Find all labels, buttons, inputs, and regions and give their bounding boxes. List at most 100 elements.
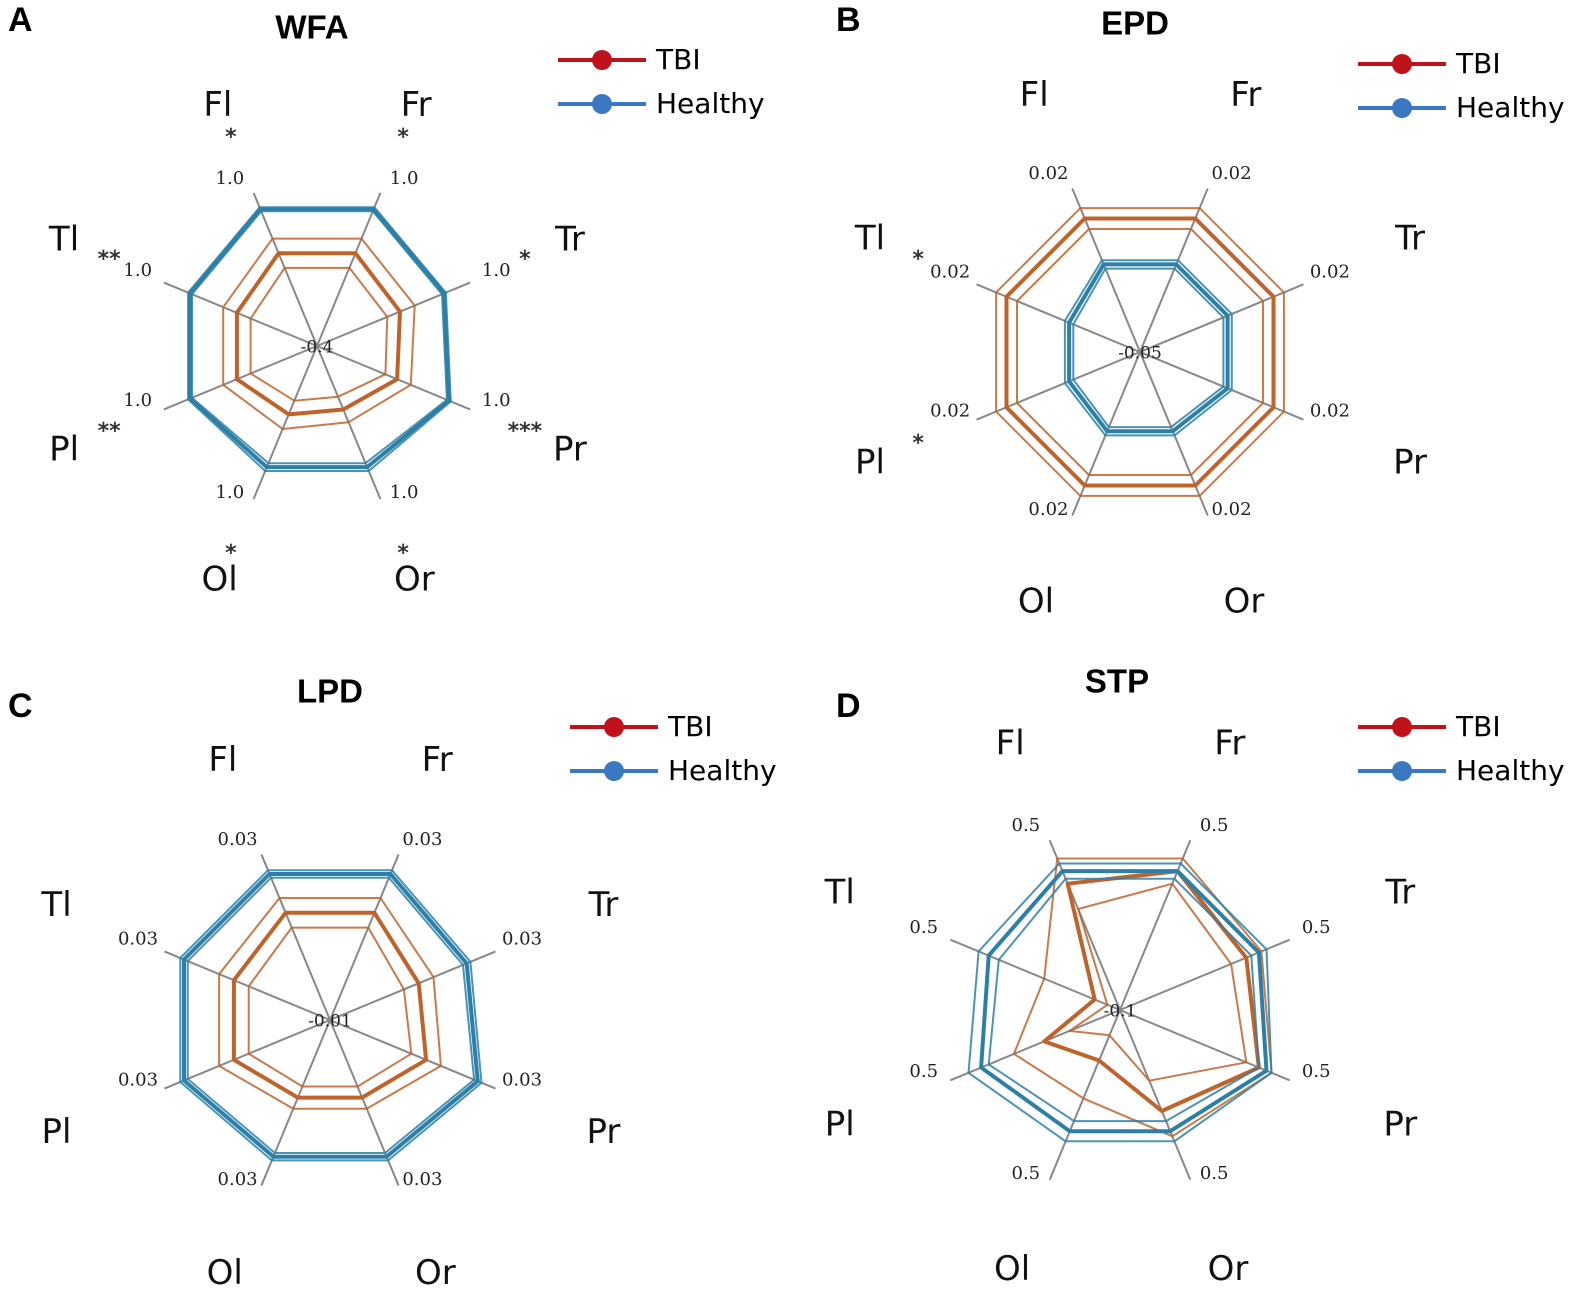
series-tbi — [218, 897, 442, 1110]
axis-label-ol: Ol — [994, 1249, 1030, 1289]
center-label: -0.01 — [308, 1012, 352, 1032]
spoke-tl — [976, 283, 1141, 353]
spoke-fl — [1048, 839, 1121, 1011]
series-tbi-upper-ring — [995, 207, 1285, 497]
series-healthy — [1063, 259, 1233, 437]
axis-label-pl: Pl — [855, 442, 885, 482]
significance-mark: ** — [98, 247, 122, 272]
tick-label: 0.03 — [402, 829, 442, 850]
tick-label: 0.02 — [1310, 401, 1350, 422]
panel-title: WFA — [275, 9, 348, 46]
spoke-fr — [316, 192, 382, 347]
tick-label: 0.5 — [1200, 815, 1229, 836]
significance-mark: * — [225, 125, 237, 150]
legend-marker-tbi — [592, 50, 612, 70]
tick-label: 0.5 — [909, 917, 938, 938]
series-tbi-lower-ring — [1068, 882, 1248, 1082]
axis-label-fr: Fr — [1214, 723, 1245, 763]
axis-label-pr: Pr — [587, 1112, 621, 1152]
panel-letter: A — [8, 1, 33, 39]
series-tbi-mean-ring — [1004, 216, 1276, 488]
tick-label: 1.0 — [390, 168, 419, 189]
significance-mark: * — [912, 247, 924, 272]
series-healthy-upper-ring — [179, 869, 483, 1162]
center-label: -0.05 — [1118, 344, 1162, 364]
spoke-or — [1139, 351, 1209, 516]
legend-label-tbi: TBI — [667, 710, 713, 743]
legend-label-healthy: Healthy — [1456, 91, 1565, 124]
axis-label-fr: Fr — [422, 740, 453, 780]
spoke-fl — [1071, 188, 1141, 353]
axis-label-fr: Fr — [1230, 75, 1261, 115]
tick-label: 0.5 — [1012, 815, 1041, 836]
series-tbi-lower-ring — [249, 266, 389, 402]
axis-label-tr: Tr — [554, 220, 585, 260]
tick-label: 0.03 — [502, 1069, 542, 1090]
series-tbi-upper-ring — [1012, 857, 1273, 1138]
legend-marker-healthy — [592, 94, 612, 114]
legend: TBI Healthy — [1358, 710, 1565, 787]
tick-label: 0.02 — [930, 261, 970, 282]
panel-letter: B — [836, 1, 861, 39]
significance-mark: * — [225, 541, 237, 566]
tick-label: 1.0 — [216, 168, 245, 189]
legend: TBI Healthy — [558, 43, 765, 120]
panel-title: STP — [1085, 663, 1149, 700]
significance-mark: * — [519, 247, 531, 272]
axis-label-pr: Pr — [1393, 442, 1427, 482]
axis-label-or: Or — [1224, 582, 1265, 622]
tick-label: 0.02 — [1310, 261, 1350, 282]
spoke-pl — [164, 1019, 331, 1090]
series-healthy — [187, 206, 452, 472]
series-tbi-mean-ring — [1042, 869, 1261, 1113]
tick-label: 0.03 — [402, 1169, 442, 1190]
spoke-fr — [329, 854, 400, 1021]
axis-label-pr: Pr — [553, 429, 587, 469]
axis-label-ol: Ol — [1018, 582, 1054, 622]
axis-label-ol: Ol — [207, 1253, 243, 1293]
series-healthy — [179, 869, 483, 1162]
legend-marker-tbi — [1392, 717, 1412, 737]
series-tbi — [1012, 857, 1273, 1138]
legend-marker-healthy — [1392, 98, 1412, 118]
series-tbi-lower-ring — [1016, 228, 1264, 476]
axis-label-fl: Fl — [996, 723, 1025, 763]
legend-marker-tbi — [1392, 54, 1412, 74]
spoke-fl — [252, 192, 318, 347]
axis-label-tl: Tl — [824, 872, 855, 912]
tick-label: 1.0 — [390, 482, 419, 503]
spoke-pl — [949, 1009, 1121, 1082]
significance-mark: * — [397, 541, 409, 566]
tick-label: 0.03 — [218, 1169, 258, 1190]
legend-label-tbi: TBI — [1455, 47, 1501, 80]
series-tbi-upper-ring — [218, 897, 442, 1110]
tick-label: 1.0 — [482, 260, 511, 281]
axis-label-or: Or — [415, 1253, 456, 1293]
significance-mark: ** — [98, 419, 122, 444]
axis-label-tr: Tr — [1384, 872, 1415, 912]
axis-label-pr: Pr — [1383, 1105, 1417, 1145]
panel-title: EPD — [1101, 5, 1169, 42]
series-healthy-mean-ring — [1067, 262, 1230, 434]
axis-label-fr: Fr — [401, 85, 432, 125]
series-tbi-lower-ring — [247, 926, 413, 1088]
panel-letter: D — [836, 687, 861, 725]
tick-label: 0.5 — [909, 1061, 938, 1082]
spoke-pr — [329, 1019, 496, 1090]
axis-label-pl: Pl — [825, 1105, 855, 1145]
series-healthy-upper-ring — [967, 862, 1273, 1143]
spoke-or — [1119, 1009, 1192, 1181]
spoke-fl — [260, 854, 331, 1021]
spoke-tr — [1139, 283, 1304, 353]
axis-label-tr: Tr — [588, 885, 619, 925]
tick-label: 0.02 — [1211, 163, 1251, 184]
tick-label: 0.02 — [1028, 499, 1068, 520]
axis-label-tl: Tl — [48, 220, 79, 260]
axis-label-ol: Ol — [201, 560, 237, 600]
axis-label-or: Or — [394, 560, 435, 600]
tick-label: 0.03 — [502, 929, 542, 950]
spoke-ol — [1071, 351, 1141, 516]
series-tbi — [995, 207, 1285, 497]
tick-label: 0.02 — [1211, 499, 1251, 520]
